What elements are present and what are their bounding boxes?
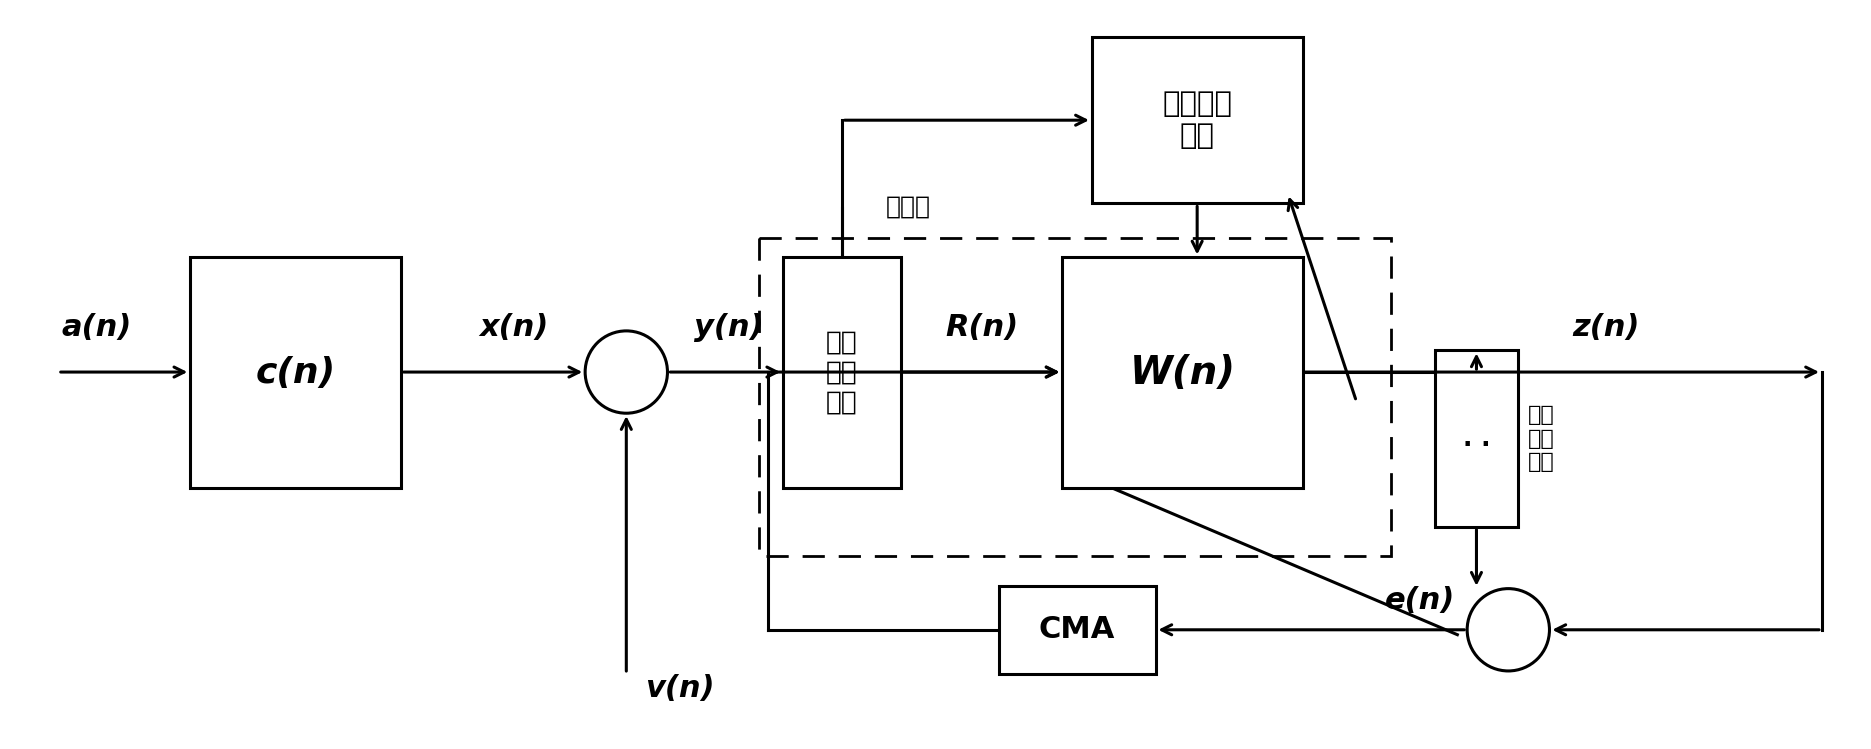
Text: CMA: CMA — [1038, 615, 1115, 644]
Bar — [1093, 37, 1302, 204]
Text: W(n): W(n) — [1130, 354, 1235, 392]
Bar — [784, 258, 900, 488]
Text: 免疫克隆
方法: 免疫克隆 方法 — [1162, 90, 1233, 151]
Ellipse shape — [1467, 589, 1549, 671]
Text: v(n): v(n) — [645, 674, 715, 703]
Text: c(n): c(n) — [256, 356, 335, 389]
Text: 正交
小波
变换: 正交 小波 变换 — [825, 330, 857, 416]
Bar — [1435, 351, 1517, 527]
Ellipse shape — [586, 331, 668, 413]
Bar — [758, 237, 1390, 557]
Text: x(n): x(n) — [479, 313, 548, 342]
Text: 误差
生成
函数: 误差 生成 函数 — [1529, 405, 1555, 472]
Text: y(n): y(n) — [694, 313, 763, 342]
Text: e(n): e(n) — [1385, 586, 1456, 615]
Text: . .: . . — [1463, 427, 1489, 451]
Text: R(n): R(n) — [945, 313, 1018, 342]
Bar — [999, 586, 1156, 674]
Bar — [191, 258, 400, 488]
Text: a(n): a(n) — [62, 313, 133, 342]
Bar — [1063, 258, 1302, 488]
Text: 均衡器: 均衡器 — [887, 194, 932, 218]
Text: z(n): z(n) — [1572, 313, 1641, 342]
